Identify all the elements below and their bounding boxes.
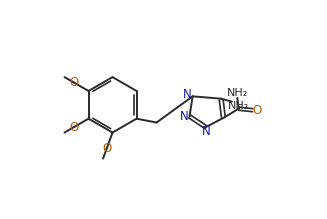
Text: N: N bbox=[183, 88, 192, 101]
Text: N: N bbox=[180, 110, 189, 123]
Text: NH₂: NH₂ bbox=[227, 88, 248, 97]
Text: O: O bbox=[69, 76, 78, 89]
Text: O: O bbox=[253, 104, 262, 117]
Text: O: O bbox=[69, 121, 78, 134]
Text: NH₂: NH₂ bbox=[227, 101, 249, 111]
Text: O: O bbox=[102, 142, 112, 155]
Text: N: N bbox=[202, 125, 211, 138]
